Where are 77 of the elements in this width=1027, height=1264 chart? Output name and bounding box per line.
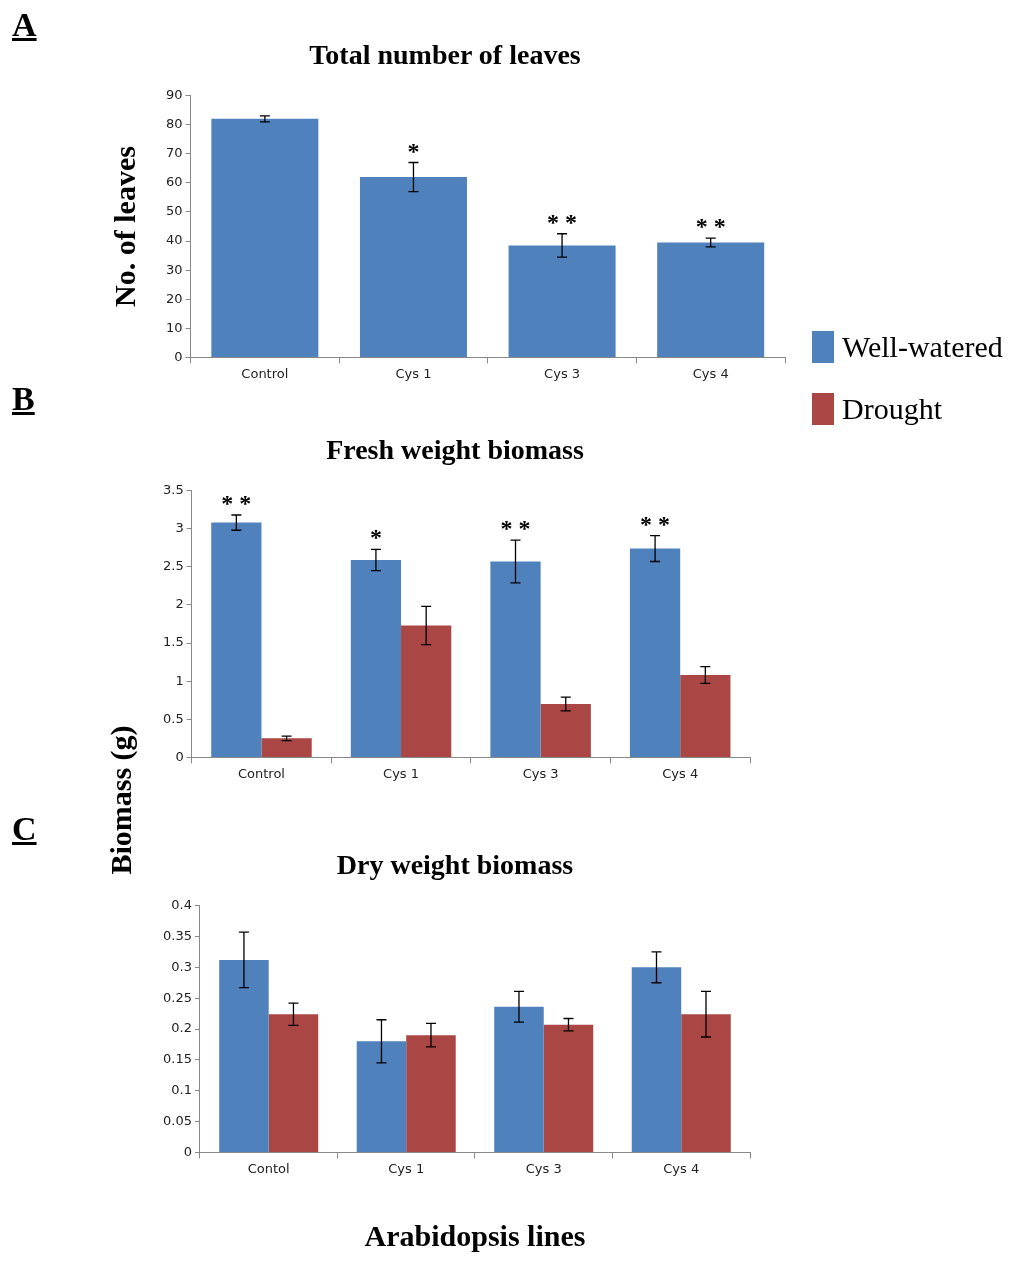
- bar: [211, 118, 319, 357]
- x-tick-label: Cys 4: [663, 1160, 700, 1176]
- y-tick-label: 50: [166, 203, 183, 219]
- x-tick-label: Cys 3: [522, 765, 559, 781]
- x-tick-label: Control: [241, 365, 289, 381]
- x-tick-label: Cys 1: [383, 765, 420, 781]
- text: B: [12, 380, 35, 418]
- bar: [401, 625, 452, 757]
- x-tick-label: Cys 1: [388, 1160, 425, 1176]
- bar: [406, 1035, 456, 1152]
- y-tick-label: 0: [174, 348, 183, 364]
- y-tick-label: 70: [166, 145, 183, 161]
- x-tick-label: Cys 3: [525, 1160, 562, 1176]
- y-tick-label: 0.5: [162, 710, 184, 726]
- y-tick-label: 90: [166, 86, 183, 102]
- y-tick-label: 0.35: [162, 927, 192, 943]
- bar: [629, 548, 681, 757]
- bar: [211, 522, 262, 757]
- y-tick-label: 0.15: [162, 1051, 192, 1067]
- bar: [508, 245, 616, 357]
- y-tick-label: 3: [175, 520, 184, 536]
- y-tick-label: 0.25: [162, 989, 192, 1005]
- bar: [631, 967, 682, 1152]
- text: C: [12, 810, 37, 848]
- x-axis-title: Arabidopsis lines: [364, 1218, 586, 1252]
- bar: [261, 738, 312, 757]
- annotation: *: [407, 137, 420, 164]
- x-tick-label: Cys 3: [544, 365, 581, 381]
- annotation: * *: [695, 213, 726, 240]
- y-tick-label: 0.4: [171, 896, 192, 912]
- y-tick-label: 1.5: [162, 634, 184, 650]
- y-tick-label: 1: [175, 672, 184, 688]
- y-tick-label: 0.1: [171, 1082, 192, 1098]
- bar: [543, 1024, 594, 1152]
- bar: [657, 242, 765, 357]
- bar: [268, 1014, 319, 1152]
- y-axis-title: No. of leaves: [107, 146, 141, 307]
- y-tick-label: 0: [175, 748, 184, 764]
- y-axis-title: Biomass (g): [103, 725, 138, 875]
- annotation: * *: [547, 208, 578, 235]
- x-tick-label: Control: [237, 765, 285, 781]
- y-tick-label: 30: [166, 261, 183, 277]
- bar: [359, 177, 467, 357]
- x-tick-label: Cys 1: [395, 365, 432, 381]
- x-tick-label: Cys 4: [662, 765, 699, 781]
- y-tick-label: 40: [166, 232, 183, 248]
- y-tick-label: 2.5: [162, 558, 184, 574]
- chart-title: Total number of leaves: [309, 39, 581, 71]
- bar: [540, 704, 591, 757]
- bar: [680, 675, 731, 757]
- annotation: *: [369, 524, 382, 551]
- annotation: * *: [640, 510, 671, 537]
- y-tick-label: 0.2: [171, 1020, 192, 1036]
- y-tick-label: 10: [166, 319, 183, 335]
- y-tick-label: 80: [166, 116, 183, 132]
- annotation: * *: [221, 490, 252, 517]
- y-tick-label: 2: [175, 596, 184, 612]
- y-tick-label: 0: [183, 1143, 192, 1159]
- text: A: [12, 6, 37, 44]
- bar: [219, 959, 269, 1152]
- legend-label: Well-watered: [842, 330, 1003, 364]
- bar: [490, 561, 541, 757]
- x-tick-label: Contol: [247, 1160, 290, 1176]
- annotation: * *: [500, 515, 531, 542]
- chart-title: Fresh weight biomass: [326, 434, 584, 466]
- y-tick-label: 0.05: [162, 1112, 192, 1128]
- y-tick-label: 0.3: [171, 958, 192, 974]
- bar: [356, 1041, 407, 1152]
- x-tick-label: Cys 4: [692, 365, 729, 381]
- y-tick-label: 60: [166, 174, 183, 190]
- y-tick-label: 20: [166, 290, 183, 306]
- y-tick-label: 3.5: [162, 481, 184, 497]
- bar: [350, 559, 402, 757]
- bar: [494, 1006, 544, 1152]
- chart-title: Dry weight biomass: [336, 849, 574, 881]
- legend-label: Drought: [842, 392, 942, 426]
- bar: [681, 1014, 731, 1152]
